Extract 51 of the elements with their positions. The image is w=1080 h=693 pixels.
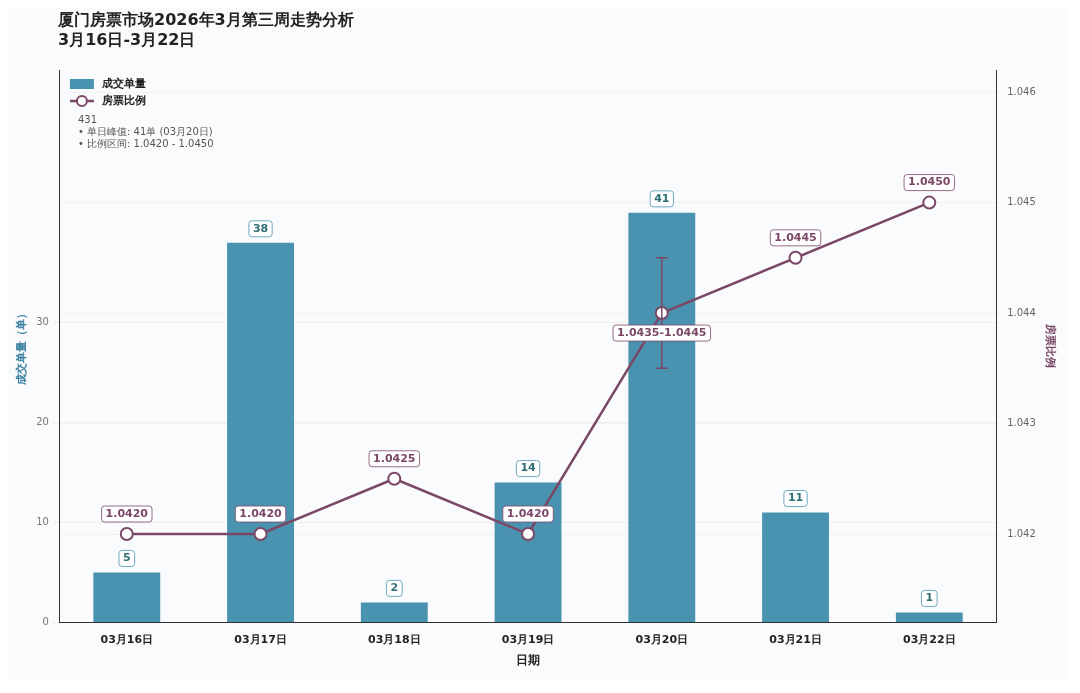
x-tick-label: 03月22日 [902, 632, 956, 646]
data-label: 11 [787, 491, 804, 505]
y2-tick-label: 1.044 [1007, 306, 1036, 318]
data-label: 38 [252, 221, 269, 235]
data-label: 1.0420 [105, 506, 149, 520]
data-label: 1 [925, 591, 934, 605]
data-label: 2 [390, 581, 399, 595]
data-label: 1.0420 [239, 506, 283, 520]
bar [93, 572, 161, 622]
x-tick-label: 03月16日 [100, 632, 154, 646]
legend-label: 成交单量 [100, 76, 146, 90]
y-tick-label: 0 [42, 615, 49, 627]
y-tick-label: 20 [36, 416, 49, 428]
bar [895, 612, 963, 622]
x-tick-label: 03月19日 [501, 632, 555, 646]
data-label: 14 [520, 461, 537, 475]
point [253, 527, 268, 542]
point [922, 195, 937, 210]
y2-tick-label: 1.046 [1007, 85, 1036, 97]
y2-tick-label: 1.042 [1007, 527, 1036, 539]
data-label: 1.0450 [908, 175, 951, 189]
point [119, 527, 134, 542]
x-tick-label: 03月18日 [367, 632, 421, 646]
data-label: 1.0435-1.0445 [617, 325, 707, 339]
data-label: 1.0425 [373, 451, 416, 465]
point [788, 250, 803, 265]
x-tick-label: 03月20日 [635, 632, 689, 646]
y-tick-label: 10 [36, 516, 49, 528]
point [387, 471, 402, 486]
chart-title: 厦门房票市场2026年3月第三周走势分析 [58, 10, 355, 30]
chart-subtitle: 3月16日-3月22日 [58, 30, 197, 50]
legend-label: 房票比例 [100, 93, 146, 107]
data-label: 41 [654, 191, 670, 205]
y2-tick-label: 1.043 [1007, 417, 1036, 429]
x-tick-label: 03月21日 [769, 632, 822, 646]
annotation: 431 [77, 113, 98, 125]
point [521, 527, 536, 542]
bar [360, 602, 428, 622]
bar [227, 242, 294, 622]
bar [762, 512, 829, 622]
data-label: 1.0420 [506, 506, 550, 520]
y2-axis-title: 房票比例 [1043, 323, 1057, 369]
y-tick-label: 30 [36, 316, 49, 328]
annotation: • 比例区间: 1.0420 - 1.0450 [77, 137, 214, 149]
x-tick-label: 03月17日 [234, 632, 287, 646]
x-axis-title: 日期 [516, 652, 541, 667]
data-label: 5 [122, 551, 131, 565]
annotation: • 单日峰值: 41单 (03月20日) [77, 125, 213, 137]
y2-tick-label: 1.045 [1007, 196, 1036, 208]
data-label: 1.0445 [774, 230, 817, 244]
y-axis-title: 成交单量（单） [15, 307, 29, 386]
